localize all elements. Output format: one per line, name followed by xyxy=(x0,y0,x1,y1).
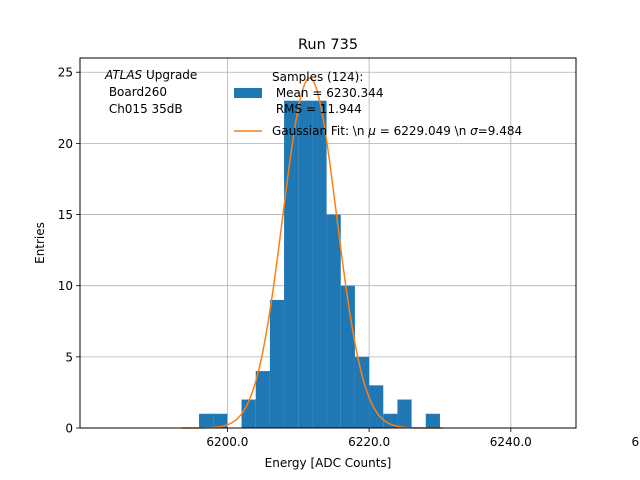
histogram-bar xyxy=(354,356,370,428)
histogram-bar xyxy=(298,100,313,428)
y-axis-ticks: 0 5 10 15 20 25 xyxy=(58,66,80,436)
x-tick-label: 6200.0 xyxy=(206,435,248,449)
legend-samples-line2: Mean = 6230.344 xyxy=(272,86,383,100)
legend: Samples (124): Mean = 6230.344 RMS = 11.… xyxy=(234,70,522,138)
legend-fit-prefix: Gaussian Fit: \n xyxy=(272,124,368,138)
chart-title: Run 735 xyxy=(298,37,358,53)
histogram-bar xyxy=(241,399,256,428)
gaussian-fit-curve xyxy=(182,77,443,429)
y-tick-label: 0 xyxy=(65,422,73,436)
histogram-bar xyxy=(269,299,285,428)
histogram-bar xyxy=(369,385,384,428)
histogram-bar xyxy=(326,214,341,428)
legend-fit-suffix: =9.484 xyxy=(478,124,522,138)
atlas-label: ATLAS xyxy=(104,68,143,82)
histogram-bar xyxy=(425,413,440,428)
atlas-upgrade-label: Upgrade xyxy=(142,68,197,82)
legend-fit-mu-symbol: μ xyxy=(367,124,376,138)
legend-samples-line1: Samples (124): xyxy=(272,70,363,84)
histogram-bar xyxy=(383,413,398,428)
histogram-bar xyxy=(397,399,412,428)
x-axis-ticks: 6200.0 6220.0 6240.0 6260.0 xyxy=(206,428,640,449)
y-tick-label: 20 xyxy=(58,137,73,151)
histogram-bar xyxy=(213,413,228,428)
atlas-annotation-line2: Board260 xyxy=(105,85,167,99)
atlas-annotation-line3: Ch015 35dB xyxy=(105,102,183,116)
x-axis-label: Energy [ADC Counts] xyxy=(265,456,392,470)
plot-frame xyxy=(79,57,577,429)
x-tick-label: 6220.0 xyxy=(348,435,390,449)
histogram-bar xyxy=(312,100,327,428)
histogram-bar xyxy=(340,285,355,428)
x-tick-label: 6240.0 xyxy=(490,435,532,449)
legend-fit-mid: = 6229.049 \n xyxy=(376,124,470,138)
legend-fit-sigma-symbol: σ xyxy=(470,124,478,138)
y-axis-label: Entries xyxy=(33,222,47,264)
y-tick-label: 10 xyxy=(58,279,73,293)
y-tick-label: 25 xyxy=(58,66,73,80)
legend-swatch-samples xyxy=(234,88,262,98)
y-tick-label: 5 xyxy=(65,350,73,364)
x-tick-label: 6260.0 xyxy=(632,435,640,449)
atlas-annotation-line1: ATLAS Upgrade xyxy=(104,68,197,82)
histogram-bar xyxy=(255,371,270,428)
legend-samples-line3: RMS = 11.944 xyxy=(272,102,362,116)
atlas-annotation: ATLAS Upgrade Board260 Ch015 35dB xyxy=(104,68,197,116)
histogram-bar xyxy=(199,413,214,428)
histogram-bars xyxy=(199,100,440,428)
y-tick-label: 15 xyxy=(58,208,73,222)
legend-fit-label: Gaussian Fit: \n μ = 6229.049 \n σ=9.484 xyxy=(272,124,522,138)
